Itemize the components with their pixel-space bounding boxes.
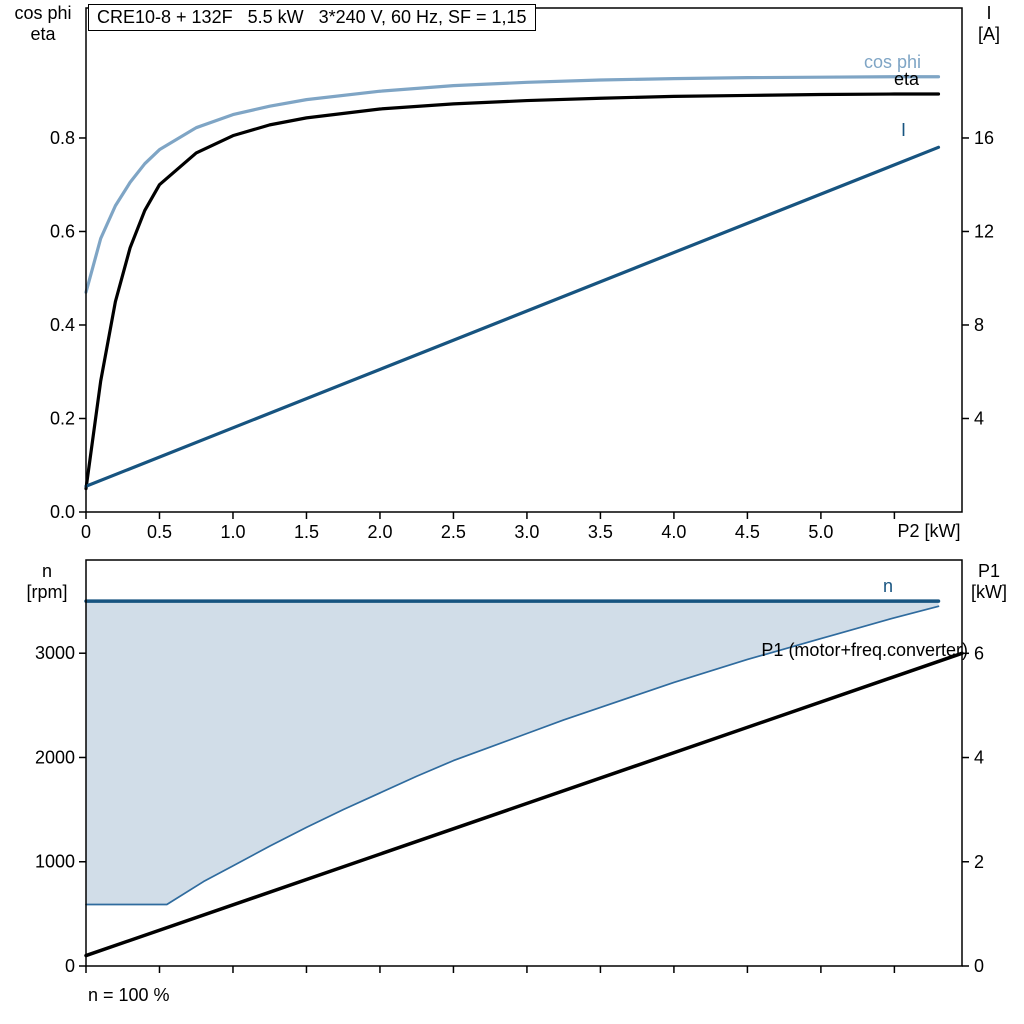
curve-i xyxy=(84,145,941,488)
curve-label-cos-phi: cos phi xyxy=(864,52,922,72)
x-tick-label: 4.5 xyxy=(735,522,760,542)
curve-label-p1: P1 (motor+freq.converter) xyxy=(761,640,968,660)
x-tick-label: 5.0 xyxy=(808,522,833,542)
speed-annotation: n = 100 % xyxy=(88,985,170,1005)
y-left-tick-label: 1000 xyxy=(35,852,75,872)
x-tick-label: 3.5 xyxy=(588,522,613,542)
x-tick-label: 3.0 xyxy=(514,522,539,542)
y-left-tick-label: 0 xyxy=(65,956,75,976)
y-right-tick-label: 2 xyxy=(974,852,984,872)
top-left-axis-title-line2: eta xyxy=(30,24,56,44)
y-right-tick-label: 6 xyxy=(974,643,984,663)
x-axis-title: P2 [kW] xyxy=(897,521,961,541)
x-tick-label: 2.0 xyxy=(367,522,392,542)
y-left-tick-label: 2000 xyxy=(35,747,75,767)
y-right-tick-label: 4 xyxy=(974,748,984,768)
x-tick-label: 1.0 xyxy=(220,522,245,542)
curve-label-i: I xyxy=(901,120,907,140)
y-right-tick-label: 12 xyxy=(974,221,994,241)
x-tick-label: 0.5 xyxy=(147,522,172,542)
plot-frame xyxy=(85,559,963,967)
curve-cos-phi xyxy=(84,75,941,294)
top-left-axis-title: cos phi eta xyxy=(4,3,82,45)
bottom-left-axis-title-line2: [rpm] xyxy=(26,582,68,602)
y-left-tick-label: 0.4 xyxy=(50,315,75,335)
chart-title-box: CRE10-8 + 132F 5.5 kW 3*240 V, 60 Hz, SF… xyxy=(88,4,536,31)
top-left-axis-title-line1: cos phi xyxy=(14,3,72,23)
x-tick-label: 2.5 xyxy=(441,522,466,542)
y-right-tick-label: 8 xyxy=(974,315,984,335)
x-tick-label: 1.5 xyxy=(294,522,319,542)
curve-label-n: n xyxy=(883,576,894,596)
bottom-left-axis-title-line1: n xyxy=(41,561,52,581)
bottom-right-axis-title: P1 [kW] xyxy=(960,561,1018,603)
y-left-tick-label: 3000 xyxy=(35,643,75,663)
x-tick-label: 0 xyxy=(81,522,91,542)
y-left-tick-label: 0.6 xyxy=(50,221,75,241)
y-left-tick-label: 0.2 xyxy=(50,408,75,428)
speed-range-area xyxy=(86,601,939,905)
curve-eta xyxy=(84,92,941,491)
curve-label-eta: eta xyxy=(894,69,920,89)
y-right-tick-label: 4 xyxy=(974,408,984,428)
x-tick-label: 4.0 xyxy=(661,522,686,542)
y-right-tick-label: 16 xyxy=(974,128,994,148)
curve-p1-motor-freq-converter xyxy=(84,651,964,958)
top-right-axis-title-line1: I xyxy=(986,3,992,23)
top-right-axis-title: I [A] xyxy=(962,3,1016,45)
y-left-tick-label: 0.8 xyxy=(50,128,75,148)
curve-speed-range-lower-bound xyxy=(85,605,940,906)
y-left-tick-label: 0.0 xyxy=(50,502,75,522)
y-right-tick-label: 0 xyxy=(974,956,984,976)
bottom-right-axis-title-line2: [kW] xyxy=(971,582,1007,602)
bottom-right-axis-title-line1: P1 xyxy=(977,561,1001,581)
bottom-left-axis-title: n [rpm] xyxy=(14,561,80,603)
top-right-axis-title-line2: [A] xyxy=(977,24,1000,44)
